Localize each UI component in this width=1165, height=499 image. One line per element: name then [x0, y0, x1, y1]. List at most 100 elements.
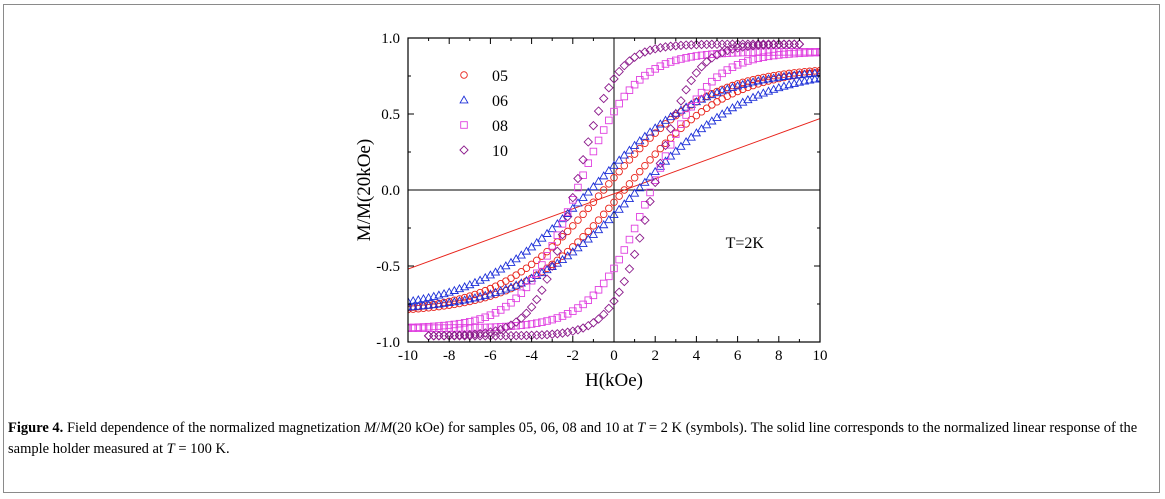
data-point-08 [553, 231, 562, 239]
data-point-08 [569, 196, 577, 204]
data-point-08 [713, 73, 721, 81]
x-tick-label: 4 [693, 348, 701, 364]
data-point-06 [568, 247, 578, 256]
data-point-08 [687, 102, 696, 111]
data-point-08 [697, 88, 706, 97]
data-point-08 [527, 276, 536, 285]
data-point-06 [799, 76, 810, 85]
x-tick-label: -10 [398, 348, 418, 364]
data-point-05 [605, 180, 613, 188]
temperature-annotation: T=2K [726, 235, 765, 252]
y-tick-label: 0.0 [381, 183, 400, 199]
data-point-10 [423, 331, 434, 341]
data-point-10 [573, 173, 583, 184]
data-point-06 [583, 234, 593, 243]
data-point-08 [486, 323, 495, 332]
data-point-08 [785, 48, 793, 56]
data-point-05 [805, 67, 814, 76]
data-point-10 [542, 329, 552, 340]
data-point-10 [562, 327, 573, 338]
data-point-08 [522, 320, 531, 329]
data-point-08 [548, 315, 556, 324]
data-point-06 [465, 294, 475, 303]
sample-holder-line [407, 118, 821, 270]
data-point-10 [794, 39, 805, 49]
data-point-10 [645, 45, 655, 55]
data-point-08 [615, 99, 623, 108]
data-point-10 [557, 328, 568, 338]
data-point-10 [429, 331, 439, 341]
y-tick-label: -0.5 [376, 259, 400, 275]
data-point-06 [789, 70, 799, 79]
data-point-06 [423, 300, 434, 309]
legend-label-08: 08 [492, 118, 508, 135]
data-point-06 [624, 145, 635, 154]
data-point-08 [471, 323, 479, 332]
data-point-08 [486, 311, 495, 319]
data-point-10 [490, 331, 501, 341]
data-point-08 [476, 315, 484, 323]
data-point-10 [650, 177, 660, 188]
data-point-05 [630, 150, 639, 158]
data-point-06 [774, 72, 784, 81]
data-point-08 [563, 208, 572, 216]
data-point-10 [573, 325, 583, 335]
data-point-05 [553, 238, 562, 246]
data-point-06 [815, 73, 820, 82]
data-point-05 [486, 284, 495, 293]
data-point-08 [507, 299, 515, 307]
data-point-05 [641, 161, 649, 170]
data-point-05 [625, 180, 634, 188]
data-point-08 [666, 141, 675, 149]
data-point-10 [501, 331, 511, 341]
data-point-05 [697, 108, 706, 116]
data-point-06 [768, 73, 779, 82]
data-point-08 [739, 48, 747, 57]
data-point-06 [537, 233, 547, 242]
data-point-06 [429, 299, 439, 309]
data-point-06 [599, 220, 609, 229]
data-point-08 [692, 52, 701, 60]
data-point-05 [574, 238, 582, 246]
data-point-06 [418, 301, 429, 310]
data-point-08 [466, 317, 474, 326]
data-point-08 [733, 61, 742, 69]
data-point-08 [445, 321, 453, 329]
data-point-10 [671, 109, 681, 119]
data-point-06 [562, 208, 573, 217]
data-point-08 [512, 322, 520, 330]
data-point-06 [660, 156, 671, 165]
data-point-06 [629, 188, 640, 197]
data-point-08 [517, 289, 526, 297]
data-point-10 [516, 313, 527, 323]
data-point-08 [754, 48, 762, 56]
data-point-08 [625, 86, 634, 94]
data-point-05 [811, 67, 819, 75]
data-point-08 [605, 272, 613, 281]
figure-caption: Figure 4. Field dependence of the normal… [8, 418, 1148, 460]
data-point-06 [604, 214, 614, 224]
data-point-10 [537, 330, 547, 340]
data-point-10 [789, 39, 799, 50]
caption-var-m2: M [380, 420, 393, 436]
data-point-06 [418, 294, 429, 303]
data-point-06 [593, 224, 604, 234]
data-point-06 [635, 183, 645, 192]
data-point-08 [558, 312, 567, 320]
data-point-10 [537, 285, 547, 295]
data-point-08 [625, 235, 634, 244]
data-point-08 [754, 54, 762, 63]
legend-marker-10 [459, 145, 469, 155]
data-point-05 [476, 288, 484, 297]
data-point-10 [779, 39, 789, 50]
data-point-08 [744, 57, 752, 65]
data-point-06 [470, 293, 480, 302]
caption-text-a: Field dependence of the normalized magne… [63, 420, 365, 436]
data-point-05 [800, 68, 809, 76]
data-point-06 [423, 292, 434, 302]
data-point-10 [794, 39, 805, 49]
y-tick-label: 0.5 [381, 107, 400, 123]
data-point-08 [594, 136, 603, 145]
data-point-08 [728, 63, 737, 71]
data-point-10 [696, 39, 707, 50]
